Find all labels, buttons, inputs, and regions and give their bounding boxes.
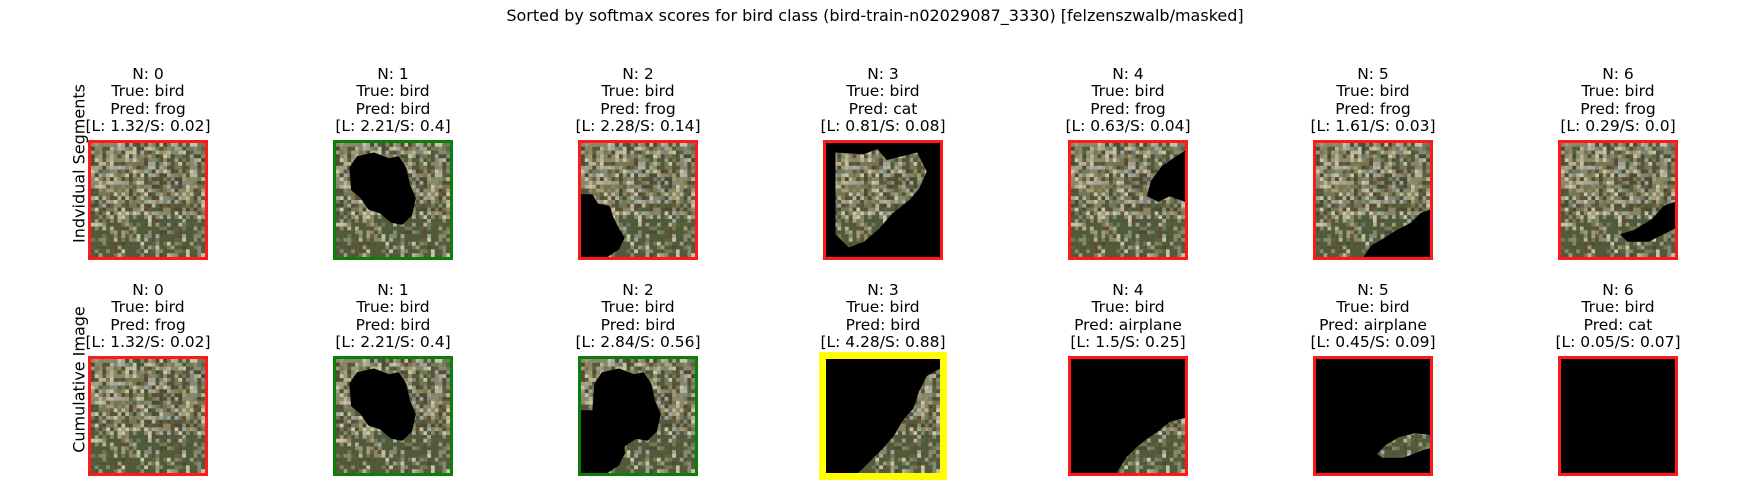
panel-pred: Pred: frog <box>1090 99 1166 118</box>
panel-scores: [L: 1.5/S: 0.25] <box>1070 332 1186 351</box>
panel-n: N: 0 <box>132 65 164 83</box>
individual-panel-4 <box>1068 140 1188 260</box>
panel-title: N: 3 True: bird Pred: bird [L: 4.28/S: 0.88… <box>773 281 993 351</box>
panel-true-label: True: bird <box>111 298 185 317</box>
panel-scores: [L: 0.81/S: 0.08] <box>820 116 946 135</box>
panel-title: N: 6 True: bird Pred: frog [L: 0.29/S: 0.0] <box>1508 65 1728 135</box>
panel-title: N: 6 True: bird Pred: cat [L: 0.05/S: 0.07] <box>1508 281 1728 351</box>
panel-true-label: True: bird <box>601 298 675 317</box>
cumulative-panel-4 <box>1068 356 1188 476</box>
panel-n: N: 3 <box>867 281 899 299</box>
segment-image <box>336 359 450 473</box>
panel-true-label: True: bird <box>1336 82 1410 101</box>
segment-image <box>826 143 940 257</box>
panel-true-label: True: bird <box>356 298 430 317</box>
panel-n: N: 5 <box>1357 281 1389 299</box>
individual-panel-0 <box>88 140 208 260</box>
cumulative-panel-0 <box>88 356 208 476</box>
cumulative-panel-5 <box>1313 356 1433 476</box>
panel-scores: [L: 0.45/S: 0.09] <box>1310 332 1436 351</box>
panel-true-label: True: bird <box>1581 82 1655 101</box>
cumulative-panel-1 <box>333 356 453 476</box>
panel-scores: [L: 2.84/S: 0.56] <box>575 332 701 351</box>
panel-title: N: 3 True: bird Pred: cat [L: 0.81/S: 0.08] <box>773 65 993 135</box>
panel-scores: [L: 4.28/S: 0.88] <box>820 332 946 351</box>
cumulative-panel-2 <box>578 356 698 476</box>
panel-pred: Pred: bird <box>355 315 431 334</box>
cumulative-panel-3 <box>819 352 947 480</box>
panel-true-label: True: bird <box>846 298 920 317</box>
panel-scores: [L: 0.05/S: 0.07] <box>1555 332 1681 351</box>
panel-n: N: 2 <box>622 281 654 299</box>
panel-n: N: 5 <box>1357 65 1389 83</box>
panel-pred: Pred: airplane <box>1319 315 1427 334</box>
panel-title: N: 5 True: bird Pred: airplane [L: 0.45/S: … <box>1263 281 1483 351</box>
panel-title: N: 1 True: bird Pred: bird [L: 2.21/S: 0.4] <box>283 281 503 351</box>
panel-title: N: 1 True: bird Pred: bird [L: 2.21/S: 0.4] <box>283 65 503 135</box>
segment-image <box>1316 359 1430 473</box>
panel-n: N: 4 <box>1112 65 1144 83</box>
panel-scores: [L: 1.32/S: 0.02] <box>85 116 211 135</box>
individual-panel-3 <box>823 140 943 260</box>
panel-true-label: True: bird <box>846 82 920 101</box>
panel-pred: Pred: bird <box>845 315 921 334</box>
panel-true-label: True: bird <box>1091 298 1165 317</box>
panel-n: N: 2 <box>622 65 654 83</box>
segment-image <box>336 143 450 257</box>
panel-n: N: 6 <box>1602 65 1634 83</box>
panel-title: N: 2 True: bird Pred: bird [L: 2.84/S: 0.56… <box>528 281 748 351</box>
individual-panel-6 <box>1558 140 1678 260</box>
segment-image <box>1071 359 1185 473</box>
segment-image <box>581 143 695 257</box>
individual-panel-1 <box>333 140 453 260</box>
segment-image <box>1561 359 1675 473</box>
panel-pred: Pred: frog <box>1580 99 1656 118</box>
panel-n: N: 1 <box>377 65 409 83</box>
segment-image <box>1561 143 1675 257</box>
panel-n: N: 6 <box>1602 281 1634 299</box>
segment-image <box>91 359 205 473</box>
panel-n: N: 3 <box>867 65 899 83</box>
segment-image <box>581 359 695 473</box>
individual-panel-2 <box>578 140 698 260</box>
segment-image <box>826 359 940 473</box>
panel-scores: [L: 2.21/S: 0.4] <box>335 332 451 351</box>
panel-pred: Pred: frog <box>1335 99 1411 118</box>
panel-pred: Pred: cat <box>848 99 918 118</box>
panel-true-label: True: bird <box>1091 82 1165 101</box>
panel-pred: Pred: bird <box>600 315 676 334</box>
panel-pred: Pred: frog <box>110 99 186 118</box>
panel-pred: Pred: bird <box>355 99 431 118</box>
panel-true-label: True: bird <box>1336 298 1410 317</box>
panel-title: N: 0 True: bird Pred: frog [L: 1.32/S: 0.02… <box>38 281 258 351</box>
cumulative-panel-6 <box>1558 356 1678 476</box>
figure-suptitle: Sorted by softmax scores for bird class … <box>506 6 1244 25</box>
panel-true-label: True: bird <box>601 82 675 101</box>
panel-n: N: 0 <box>132 281 164 299</box>
panel-scores: [L: 0.29/S: 0.0] <box>1560 116 1676 135</box>
panel-n: N: 1 <box>377 281 409 299</box>
panel-scores: [L: 0.63/S: 0.04] <box>1065 116 1191 135</box>
panel-title: N: 5 True: bird Pred: frog [L: 1.61/S: 0.03… <box>1263 65 1483 135</box>
panel-pred: Pred: frog <box>600 99 676 118</box>
panel-scores: [L: 1.32/S: 0.02] <box>85 332 211 351</box>
panel-n: N: 4 <box>1112 281 1144 299</box>
segment-image <box>1071 143 1185 257</box>
panel-pred: Pred: cat <box>1583 315 1653 334</box>
panel-true-label: True: bird <box>111 82 185 101</box>
panel-scores: [L: 1.61/S: 0.03] <box>1310 116 1436 135</box>
panel-title: N: 2 True: bird Pred: frog [L: 2.28/S: 0.14… <box>528 65 748 135</box>
panel-true-label: True: bird <box>356 82 430 101</box>
panel-true-label: True: bird <box>1581 298 1655 317</box>
panel-pred: Pred: airplane <box>1074 315 1182 334</box>
panel-title: N: 4 True: bird Pred: airplane [L: 1.5/S: 0… <box>1018 281 1238 351</box>
panel-pred: Pred: frog <box>110 315 186 334</box>
panel-title: N: 0 True: bird Pred: frog [L: 1.32/S: 0.02… <box>38 65 258 135</box>
segment-image <box>1316 143 1430 257</box>
panel-title: N: 4 True: bird Pred: frog [L: 0.63/S: 0.04… <box>1018 65 1238 135</box>
segment-image <box>91 143 205 257</box>
panel-scores: [L: 2.28/S: 0.14] <box>575 116 701 135</box>
individual-panel-5 <box>1313 140 1433 260</box>
panel-scores: [L: 2.21/S: 0.4] <box>335 116 451 135</box>
